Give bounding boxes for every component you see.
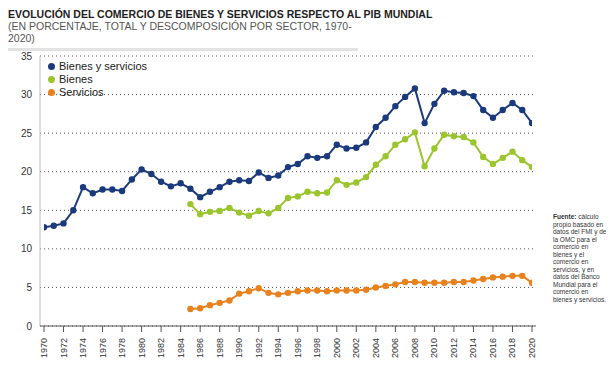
svg-text:35: 35 <box>21 51 33 62</box>
html-text:Fuente: cálculo propio basado: Fuente: cálculo propio basado en datos d… <box>553 213 607 303</box>
svg-text:2002: 2002 <box>351 338 361 358</box>
svg-text:2016: 2016 <box>488 338 498 358</box>
svg-text:1970: 1970 <box>39 338 49 358</box>
svg-text:2020: 2020 <box>527 338 537 358</box>
svg-text:0: 0 <box>26 321 32 332</box>
html-text:Bienes: Bienes <box>59 73 93 85</box>
svg-text:1990: 1990 <box>234 338 244 358</box>
svg-text:1998: 1998 <box>312 338 322 358</box>
svg-text:1982: 1982 <box>156 338 166 358</box>
html-text:Bienes y servicios: Bienes y servicios <box>59 60 147 72</box>
html-text:Servicios: Servicios <box>59 86 104 98</box>
svg-text:25: 25 <box>21 128 33 139</box>
svg-text:1984: 1984 <box>176 338 186 358</box>
svg-text:20: 20 <box>21 166 33 177</box>
svg-text:1992: 1992 <box>254 338 264 358</box>
html-text:(EN PORCENTAJE, TOTAL Y DESCOM: (EN PORCENTAJE, TOTAL Y DESCOMPOSICIÓN P… <box>8 20 352 44</box>
svg-text:15: 15 <box>21 205 33 216</box>
svg-text:2010: 2010 <box>429 338 439 358</box>
svg-text:1986: 1986 <box>195 338 205 358</box>
svg-text:5: 5 <box>26 282 32 293</box>
svg-text:2000: 2000 <box>332 338 342 358</box>
svg-text:2004: 2004 <box>371 338 381 358</box>
html-text:EVOLUCIÓN DEL COMERCIO DE BIEN: EVOLUCIÓN DEL COMERCIO DE BIENES Y SERVI… <box>8 8 433 20</box>
svg-text:30: 30 <box>21 89 33 100</box>
svg-text:2012: 2012 <box>449 338 459 358</box>
svg-text:2008: 2008 <box>410 338 420 358</box>
svg-text:1972: 1972 <box>59 338 69 358</box>
svg-text:1996: 1996 <box>293 338 303 358</box>
svg-text:1988: 1988 <box>215 338 225 358</box>
svg-text:1974: 1974 <box>78 338 88 358</box>
svg-text:1978: 1978 <box>117 338 127 358</box>
svg-text:2006: 2006 <box>390 338 400 358</box>
svg-text:1976: 1976 <box>98 338 108 358</box>
svg-text:1994: 1994 <box>273 338 283 358</box>
svg-text:2018: 2018 <box>507 338 517 358</box>
svg-text:10: 10 <box>21 243 33 254</box>
svg-text:2014: 2014 <box>468 338 478 358</box>
svg-text:1980: 1980 <box>137 338 147 358</box>
